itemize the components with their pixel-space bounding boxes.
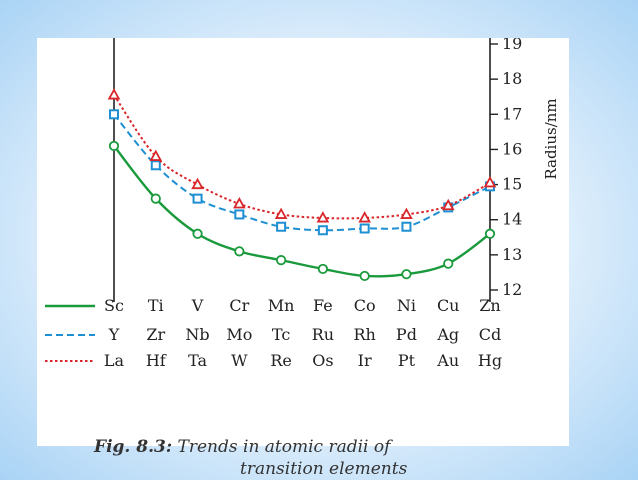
data-point [274, 207, 288, 219]
element-label: Y [108, 325, 120, 344]
data-point [233, 197, 246, 209]
data-point [400, 207, 413, 219]
data-point [150, 193, 161, 204]
data-point [401, 221, 412, 232]
data-point [401, 269, 412, 280]
data-point [191, 177, 204, 190]
element-label: Cd [479, 325, 501, 344]
series-line [113, 113, 491, 232]
element-label: Ir [358, 351, 372, 370]
data-point [317, 225, 328, 236]
element-label: Cr [229, 296, 249, 315]
atomic-radii-chart: 12 13 14 15 16 17 18 19 Radius/nm Sc Ti V Cr Mn Fe Co Ni… [45, 38, 560, 370]
data-point [316, 211, 330, 223]
data-point [192, 193, 203, 204]
element-label: Hg [478, 351, 502, 370]
element-label: Ru [312, 325, 334, 344]
y-tick-label: 17 [502, 104, 522, 123]
figure-caption: Fig. 8.3: Trends in atomic radii of tran… [94, 436, 514, 480]
data-point [317, 263, 328, 275]
data-point [359, 270, 370, 282]
y-tick-label: 12 [502, 280, 522, 299]
data-point [483, 175, 497, 188]
data-point [234, 246, 245, 257]
element-label: La [104, 351, 125, 370]
element-label: Rh [353, 325, 375, 344]
series-line [113, 94, 491, 220]
data-point [150, 160, 161, 171]
element-label: Ta [188, 351, 207, 370]
element-label: Au [436, 351, 459, 370]
data-point [108, 140, 120, 152]
data-point [107, 88, 121, 100]
element-label: V [191, 296, 204, 315]
data-point [441, 198, 455, 211]
element-label: Ti [148, 296, 164, 315]
element-label: Pt [398, 351, 416, 370]
data-point [109, 109, 119, 120]
y-tick-label: 19 [502, 38, 522, 53]
element-label: Ni [397, 296, 416, 315]
element-label: Co [354, 296, 376, 315]
element-label: Mn [268, 296, 295, 315]
element-label: Cu [437, 296, 460, 315]
y-axis-label: Radius/nm [542, 98, 560, 179]
data-point [276, 221, 287, 232]
element-label: W [231, 351, 248, 370]
data-point [149, 149, 163, 161]
data-point [276, 255, 287, 266]
element-label: Tc [272, 325, 290, 344]
data-point [358, 211, 371, 223]
element-label: Zr [146, 325, 165, 344]
figure-number: Fig. 8.3: [94, 437, 173, 457]
data-point [234, 209, 245, 220]
figure-card: 12 13 14 15 16 17 18 19 Radius/nm Sc Ti V Cr Mn Fe Co Ni… [37, 38, 569, 479]
element-label: Os [312, 351, 333, 370]
element-label: Fe [313, 296, 333, 315]
element-label: Mo [226, 325, 252, 344]
element-label: Zn [479, 296, 500, 315]
caption-line-2: transition elements [240, 459, 408, 479]
element-label: Nb [185, 325, 209, 344]
data-point [443, 258, 454, 269]
caption-line-1: Trends in atomic radii of [177, 437, 391, 457]
data-point [484, 228, 496, 239]
data-point [192, 228, 203, 239]
y-tick-label: 18 [502, 69, 522, 88]
element-label: Sc [104, 296, 124, 315]
series-line [113, 145, 491, 278]
y-tick-label: 14 [502, 210, 522, 229]
element-label: Pd [396, 325, 417, 344]
element-label: Re [270, 351, 292, 370]
data-point [359, 223, 370, 234]
y-tick-label: 15 [502, 175, 522, 194]
element-label: Hf [146, 351, 167, 370]
element-label: Ag [436, 325, 459, 344]
y-tick-label: 16 [502, 139, 522, 158]
y-tick-label: 13 [502, 245, 522, 264]
